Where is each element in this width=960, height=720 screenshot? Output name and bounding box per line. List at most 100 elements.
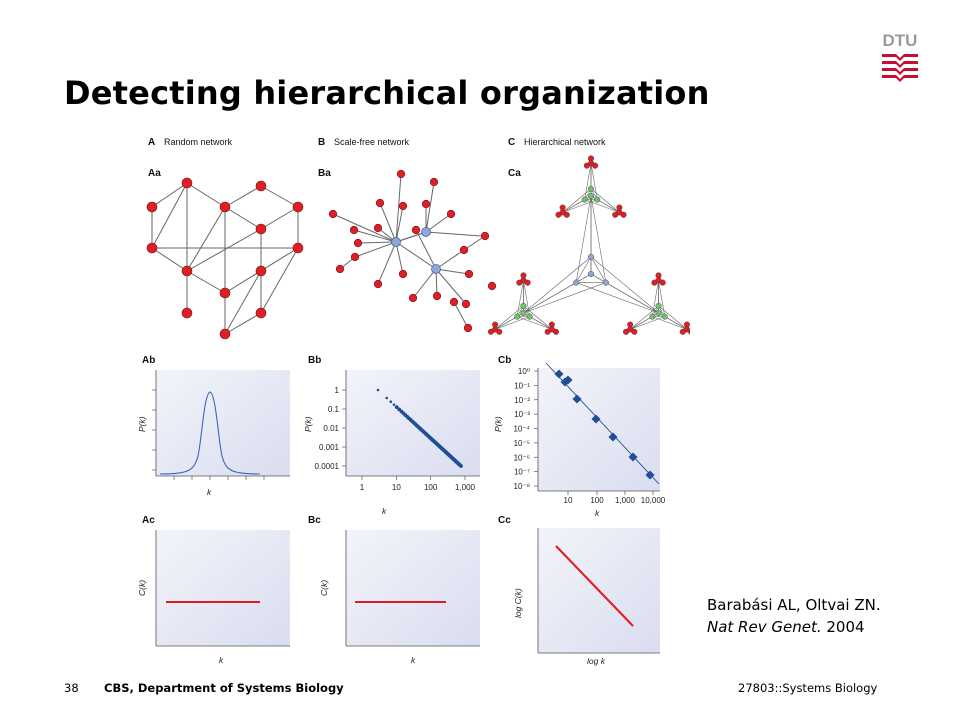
- network-edge: [597, 199, 620, 213]
- axis-label-k: k: [595, 508, 600, 518]
- page-number: 38: [64, 681, 79, 695]
- network-node: [432, 291, 442, 301]
- network-node: [292, 201, 304, 213]
- network-node: [655, 302, 662, 309]
- network-node: [373, 279, 383, 289]
- network-node: [335, 264, 345, 274]
- citation-journal: Nat Rev Genet.: [707, 618, 822, 636]
- dtu-logo-text: DTU: [883, 31, 918, 50]
- network-edge: [562, 199, 585, 213]
- network-node: [520, 309, 527, 316]
- network-node: [255, 180, 267, 192]
- network-node: [459, 245, 469, 255]
- dtu-logo: DTU: [882, 31, 918, 82]
- random-network-graph: [151, 182, 299, 335]
- network-edge: [658, 305, 688, 330]
- network-edge: [523, 256, 592, 314]
- network-node: [429, 177, 439, 187]
- network-node: [219, 328, 231, 340]
- axis-label-k: k: [382, 506, 387, 516]
- network-node: [411, 225, 421, 235]
- network-edge: [523, 282, 606, 314]
- network-edge: [523, 282, 577, 314]
- panel-a-title: Random network: [164, 137, 233, 147]
- network-node: [353, 238, 363, 248]
- network-node: [588, 192, 595, 199]
- network-edge: [664, 316, 688, 330]
- network-edge: [658, 280, 666, 317]
- network-edge: [652, 316, 688, 330]
- tick-label: 10,000: [641, 496, 666, 505]
- subpanel-label: Aa: [148, 168, 161, 179]
- hub-node: [431, 264, 441, 274]
- axis-label-k: k: [207, 487, 212, 497]
- axis-label-k: k: [411, 655, 416, 665]
- network-node: [146, 201, 158, 213]
- network-node: [449, 297, 459, 307]
- network-node: [573, 279, 580, 286]
- network-edge: [590, 256, 659, 314]
- network-node: [588, 270, 595, 277]
- network-edge: [590, 256, 607, 283]
- network-node: [655, 277, 662, 284]
- network-edge: [517, 316, 552, 330]
- network-node: [375, 198, 385, 208]
- subpanel-label: Cc: [498, 515, 511, 526]
- network-node: [655, 309, 662, 316]
- data-point: [376, 388, 380, 392]
- network-edge: [605, 282, 659, 314]
- network-edge: [529, 316, 552, 330]
- network-edge: [562, 199, 598, 213]
- network-edge: [575, 256, 592, 283]
- network-node: [464, 269, 474, 279]
- network-node: [463, 323, 473, 333]
- network-node: [594, 196, 601, 203]
- network-edge: [584, 199, 620, 213]
- network-edge: [523, 280, 530, 317]
- network-node: [421, 199, 431, 209]
- network-node: [255, 265, 267, 277]
- network-edge: [590, 163, 598, 200]
- network-node: [683, 326, 690, 333]
- network-node: [398, 269, 408, 279]
- network-node: [408, 293, 418, 303]
- network-node: [181, 177, 193, 189]
- tick-label: 10⁰: [518, 367, 530, 376]
- network-node: [398, 201, 408, 211]
- tick-label: 10⁻²: [514, 396, 530, 405]
- network-edge: [590, 195, 607, 283]
- network-node: [181, 265, 193, 277]
- axis-label-pk: P(k): [137, 416, 147, 432]
- subpanel-label: Ba: [318, 168, 331, 179]
- network-node: [627, 326, 634, 333]
- footer-course: 27803::Systems Biology: [738, 681, 878, 695]
- network-edge: [652, 280, 659, 317]
- tick-label: 10: [564, 496, 573, 505]
- citation-journal-line: Nat Rev Genet. 2004: [707, 616, 881, 638]
- tick-label: 10⁻⁶: [514, 453, 530, 462]
- tick-label: 0.01: [323, 424, 339, 433]
- slide-title: Detecting hierarchical organization: [64, 74, 710, 112]
- panel-c-title: Hierarchical network: [524, 137, 606, 147]
- hub-node: [391, 237, 401, 247]
- tick-label: 1,000: [455, 483, 476, 492]
- subpanel-label: Cb: [498, 355, 511, 366]
- footer-department: CBS, Department of Systems Biology: [104, 681, 344, 695]
- tick-label: 100: [590, 496, 604, 505]
- network-node: [487, 281, 497, 291]
- network-node: [480, 231, 490, 241]
- network-node: [396, 169, 406, 179]
- network-edge: [630, 316, 653, 330]
- tick-label: 10⁻¹: [514, 381, 530, 390]
- data-point: [392, 403, 396, 406]
- network-node: [255, 223, 267, 235]
- tick-label: 1,000: [615, 496, 636, 505]
- plot-ac-background: [156, 530, 290, 646]
- data-point: [389, 400, 393, 404]
- tick-label: 10⁻⁵: [514, 439, 530, 448]
- network-edge: [562, 188, 592, 213]
- network-edge: [494, 316, 518, 330]
- tick-label: 1: [360, 483, 365, 492]
- network-node: [461, 299, 471, 309]
- network-edge: [516, 280, 524, 317]
